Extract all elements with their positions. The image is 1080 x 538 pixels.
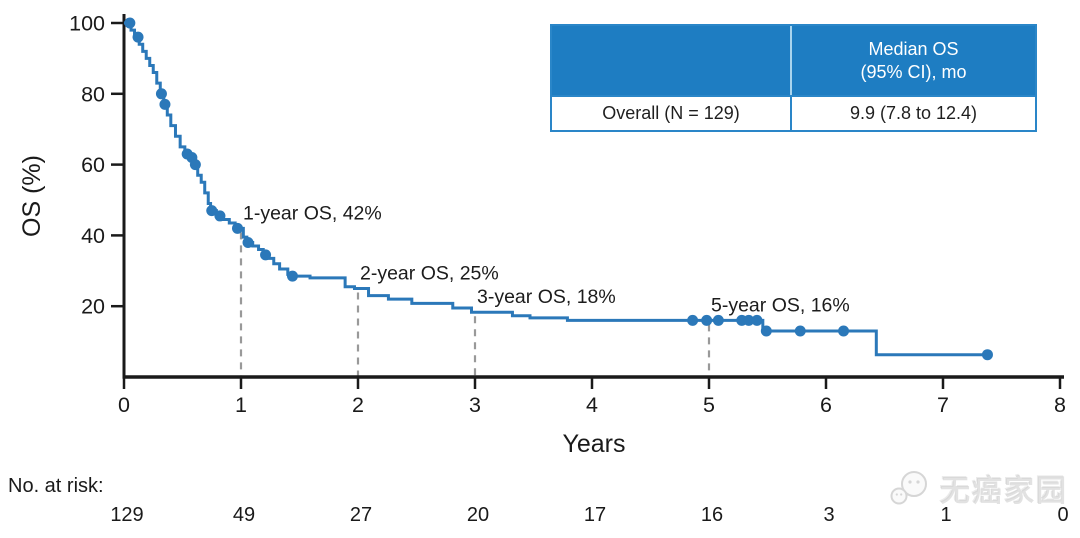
censor-mark [132,31,144,43]
censor-mark [794,325,806,337]
censor-mark [189,159,201,171]
censor-mark [751,314,763,326]
censor-mark [124,17,136,29]
os-annotation-label: 2-year OS, 25% [360,263,499,285]
os-annotation-label: 3-year OS, 18% [477,286,616,308]
risk-count: 49 [233,504,255,526]
y-tick-label: 40 [81,224,105,248]
os-annotation-label: 1-year OS, 42% [243,202,382,224]
risk-table-label: No. at risk: [8,475,104,497]
y-tick-label: 80 [81,82,105,106]
median-os-table-header-label: Median OS (95% CI), mo [792,26,1035,95]
risk-count: 16 [701,504,723,526]
x-tick-label: 8 [1054,393,1066,417]
risk-count: 17 [584,504,606,526]
censor-mark [159,98,171,110]
risk-count: 129 [110,504,143,526]
censor-mark [743,314,755,326]
median-os-table-row: Overall (N = 129) 9.9 (7.8 to 12.4) [552,95,1035,130]
x-tick-label: 0 [118,393,130,417]
x-tick-label: 6 [820,393,832,417]
km-curve [124,21,988,357]
censor-mark [155,88,167,100]
censor-mark [286,270,298,282]
censor-mark [760,325,772,337]
y-tick-label: 20 [81,295,105,319]
risk-count: 20 [467,504,489,526]
x-tick-label: 7 [937,393,949,417]
median-os-header-line1: Median OS [868,38,959,59]
censor-mark [712,314,724,326]
x-axis-title: Years [562,430,625,458]
y-tick-label: 60 [81,153,105,177]
censor-mark [231,222,243,234]
censor-mark [687,314,699,326]
censor-mark [981,349,993,361]
x-tick-label: 4 [586,393,598,417]
risk-count: 27 [350,504,372,526]
y-axis-title: OS (%) [18,155,46,237]
x-tick-label: 5 [703,393,715,417]
median-os-table-header: Median OS (95% CI), mo [552,26,1035,95]
censor-mark [206,205,218,217]
y-tick-label: 100 [69,12,105,36]
median-os-row-label: Overall (N = 129) [552,97,792,130]
median-os-header-line2: (95% CI), mo [860,61,967,82]
risk-count: 3 [823,504,834,526]
censor-mark [838,325,850,337]
risk-count: 1 [940,504,951,526]
x-tick-label: 1 [235,393,247,417]
censor-mark [242,236,254,248]
censor-mark [214,210,226,222]
censor-mark [260,249,272,261]
os-annotation-label: 5-year OS, 16% [711,294,850,316]
censor-mark [701,314,713,326]
median-os-table-header-empty-cell [552,26,792,95]
x-tick-label: 3 [469,393,481,417]
x-tick-label: 2 [352,393,364,417]
median-os-table: Median OS (95% CI), mo Overall (N = 129)… [550,24,1037,132]
median-os-row-value: 9.9 (7.8 to 12.4) [849,103,978,123]
risk-count: 0 [1057,504,1068,526]
